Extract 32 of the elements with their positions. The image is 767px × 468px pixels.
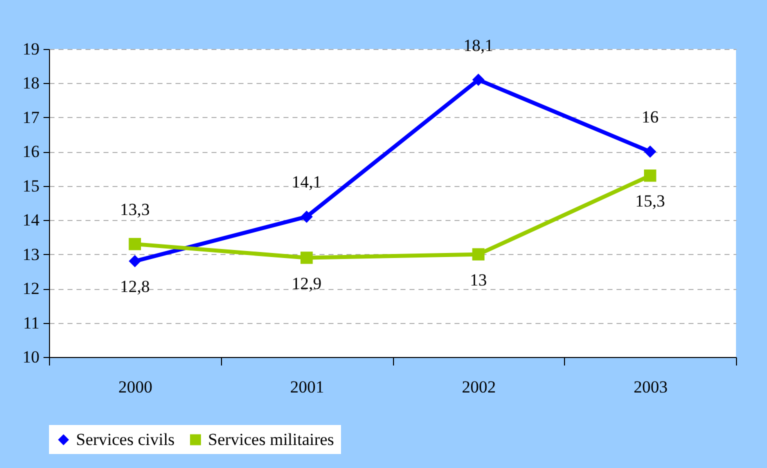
data-label: 12,9	[292, 274, 322, 293]
y-tick-label: 14	[22, 210, 40, 230]
y-tick-label: 10	[22, 348, 40, 366]
x-tick-label: 2001	[290, 378, 324, 396]
point	[472, 74, 484, 86]
y-tick-label: 16	[22, 142, 40, 162]
y-tick-label: 15	[22, 176, 40, 196]
y-tick-label: 18	[22, 74, 40, 93]
point	[644, 170, 656, 182]
y-tick-label: 17	[22, 108, 40, 127]
data-label: 13	[470, 270, 487, 290]
data-label: 14,1	[292, 172, 322, 192]
y-tick-label: 19	[22, 40, 40, 58]
data-label: 18,1	[464, 36, 494, 55]
y-tick-label: 13	[22, 244, 40, 264]
legend-label: Services militaires	[208, 430, 334, 449]
legend-label: Services civils	[76, 430, 175, 449]
y-tick-label: 11	[23, 313, 40, 332]
y-tick-label: 12	[22, 279, 40, 298]
point	[300, 252, 313, 264]
point	[472, 248, 484, 260]
data-label: 13,3	[120, 200, 150, 220]
point	[128, 238, 141, 250]
x-tick-label: 2003	[634, 378, 668, 396]
point	[128, 255, 141, 268]
x-tick-label: 2000	[118, 378, 152, 396]
data-label: 15,3	[635, 192, 665, 211]
point	[644, 146, 656, 158]
point	[300, 210, 313, 223]
data-label: 12,8	[120, 277, 150, 296]
x-tick-label: 2002	[462, 378, 496, 396]
data-label: 16	[642, 108, 659, 127]
